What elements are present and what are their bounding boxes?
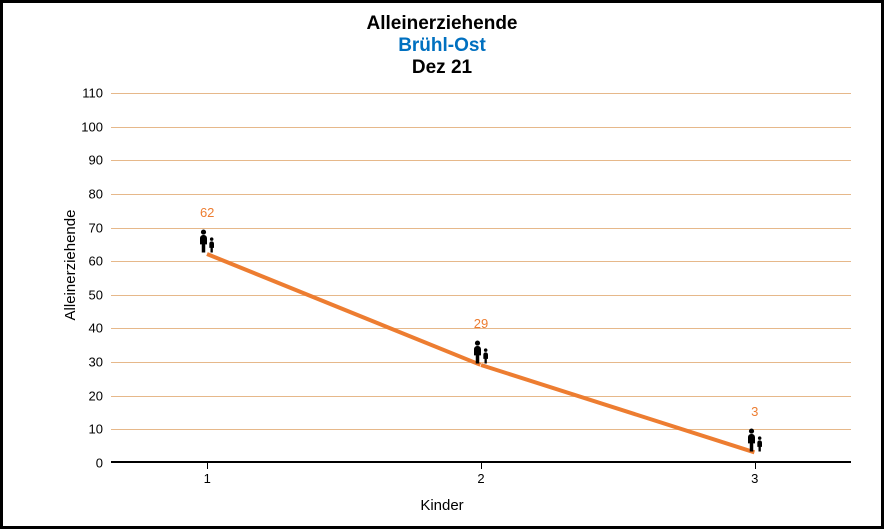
y-tick-label: 60 <box>89 254 111 269</box>
data-label: 62 <box>200 205 214 220</box>
chart-frame: Alleinerziehende Brühl-Ost Dez 21 Allein… <box>0 0 884 529</box>
y-tick-label: 90 <box>89 153 111 168</box>
y-tick-label: 30 <box>89 355 111 370</box>
y-tick-label: 80 <box>89 186 111 201</box>
parent-child-icon <box>193 228 221 256</box>
chart-title-1: Alleinerziehende <box>3 13 881 35</box>
chart-title-3: Dez 21 <box>3 57 881 79</box>
y-tick-label: 20 <box>89 388 111 403</box>
y-tick-label: 70 <box>89 220 111 235</box>
grid-line <box>111 295 851 296</box>
y-tick-label: 40 <box>89 321 111 336</box>
chart-title-block: Alleinerziehende Brühl-Ost Dez 21 <box>3 13 881 79</box>
data-label: 3 <box>751 404 758 419</box>
series-line-segment <box>480 364 755 455</box>
grid-line <box>111 396 851 397</box>
x-axis-label: Kinder <box>3 497 881 514</box>
y-tick-label: 100 <box>81 119 111 134</box>
grid-line <box>111 160 851 161</box>
y-tick-label: 0 <box>96 456 111 471</box>
x-tick <box>207 463 208 469</box>
plot-area: 0102030405060708090100110123 62 29 3 <box>111 93 851 463</box>
series-line-segment <box>206 253 481 368</box>
x-tick-label: 1 <box>204 471 211 486</box>
y-tick-label: 110 <box>82 86 111 101</box>
grid-line <box>111 93 851 94</box>
x-tick <box>481 463 482 469</box>
grid-line <box>111 127 851 128</box>
y-tick-label: 50 <box>89 287 111 302</box>
x-tick-label: 3 <box>751 471 758 486</box>
chart-title-2: Brühl-Ost <box>3 35 881 57</box>
y-tick-label: 10 <box>89 422 111 437</box>
data-label: 29 <box>474 316 488 331</box>
parent-child-icon <box>741 426 769 454</box>
x-tick <box>755 463 756 469</box>
x-tick-label: 2 <box>477 471 484 486</box>
y-axis-label: Alleinerziehende <box>62 209 79 320</box>
grid-line <box>111 194 851 195</box>
parent-child-icon <box>467 339 495 367</box>
grid-line <box>111 228 851 229</box>
